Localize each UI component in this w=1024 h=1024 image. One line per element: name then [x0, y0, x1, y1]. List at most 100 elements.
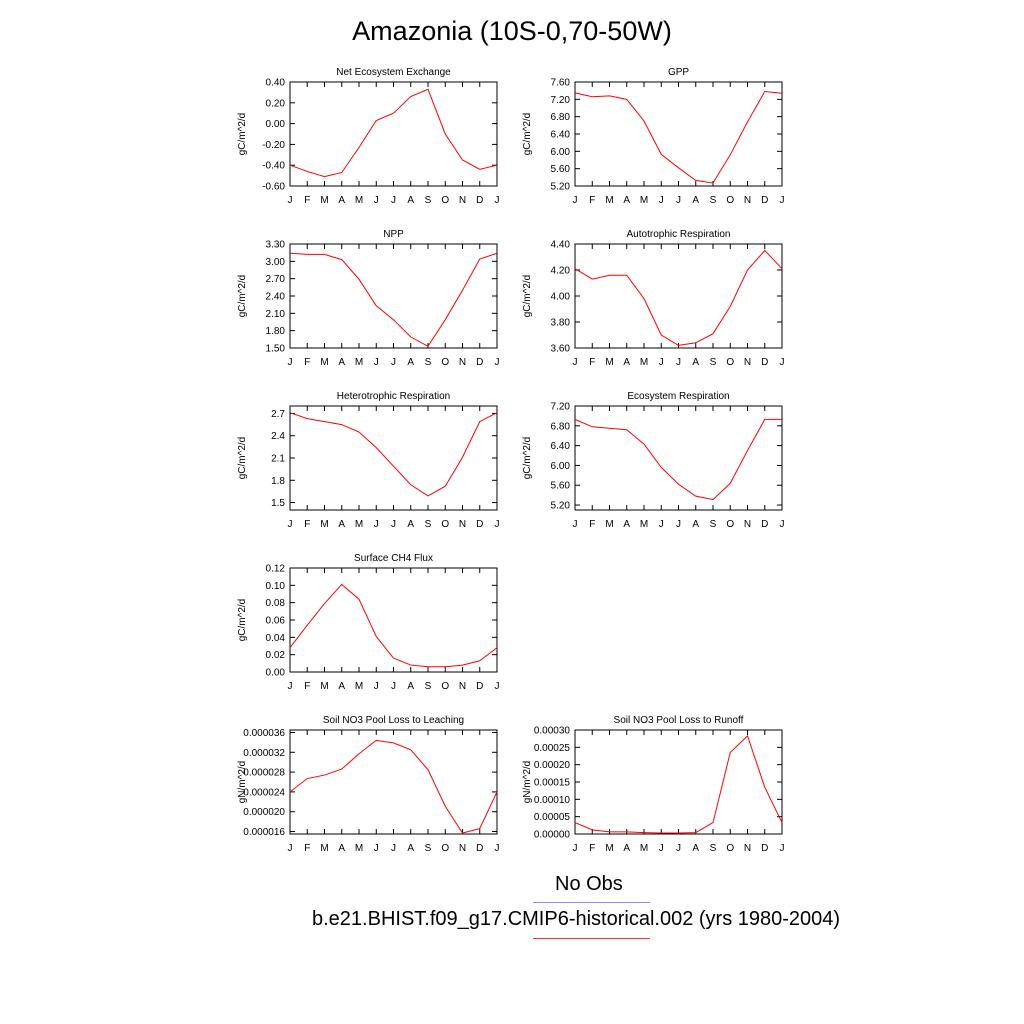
x-tick-label: N	[459, 519, 466, 530]
series-line	[289, 252, 498, 347]
y-tick-label: 4.20	[551, 266, 571, 277]
x-tick-label: A	[692, 357, 699, 368]
x-tick-label: A	[407, 843, 414, 854]
panel-title: Autotrophic Respiration	[627, 229, 731, 240]
y-tick-label: 1.5	[271, 498, 285, 509]
y-tick-label: 6.80	[551, 112, 571, 123]
x-tick-label: M	[355, 357, 363, 368]
x-tick-label: M	[640, 195, 648, 206]
y-tick-label: 0.08	[266, 598, 286, 609]
figure-title: Amazonia (10S-0,70-50W)	[352, 16, 672, 46]
y-tick-label: 6.80	[551, 421, 571, 432]
panel-title: Soil NO3 Pool Loss to Runoff	[614, 715, 744, 726]
x-tick-label: S	[425, 519, 432, 530]
y-tick-label: 0.12	[266, 564, 286, 575]
x-tick-label: M	[355, 843, 363, 854]
x-tick-label: N	[459, 357, 466, 368]
x-tick-label: O	[441, 681, 449, 692]
x-tick-label: S	[425, 843, 432, 854]
x-tick-label: F	[589, 519, 595, 530]
y-axis-label: gC/m^2/d	[237, 437, 248, 480]
plot-frame	[574, 405, 783, 511]
x-tick-label: A	[407, 519, 414, 530]
plot-frame	[574, 243, 783, 349]
y-tick-label: 3.60	[551, 344, 571, 355]
x-tick-label: F	[304, 519, 310, 530]
x-tick-label: M	[355, 681, 363, 692]
plot-frame	[289, 243, 498, 349]
series-line	[574, 90, 783, 184]
panel-title: Soil NO3 Pool Loss to Leaching	[323, 715, 464, 726]
x-tick-label: A	[407, 357, 414, 368]
series-line	[289, 412, 498, 497]
y-tick-label: -0.60	[262, 182, 285, 193]
x-tick-label: M	[355, 519, 363, 530]
y-tick-label: 3.00	[266, 257, 286, 268]
x-tick-label: M	[320, 195, 328, 206]
panel-gpp: GPP gC/m^2/d 5.20 5.60 6.00 6.40 6.80 7.20 7.60 J…	[522, 67, 785, 206]
x-tick-label: J	[288, 681, 293, 692]
x-tick-label: O	[441, 843, 449, 854]
y-tick-label: -0.40	[262, 161, 285, 172]
y-tick-label: 3.30	[266, 240, 286, 251]
x-tick-label: J	[659, 519, 664, 530]
x-tick-label: S	[425, 357, 432, 368]
x-tick-label: A	[623, 519, 630, 530]
y-tick-label: 2.10	[266, 309, 286, 320]
x-tick-label: J	[374, 681, 379, 692]
x-tick-label: J	[495, 519, 500, 530]
y-tick-label: 7.60	[551, 78, 571, 89]
y-tick-label: 0.40	[266, 78, 286, 89]
x-tick-label: S	[710, 519, 717, 530]
x-tick-label: A	[407, 681, 414, 692]
y-tick-label: 1.50	[266, 344, 286, 355]
panel-title: Ecosystem Respiration	[627, 391, 729, 402]
x-tick-label: A	[692, 195, 699, 206]
y-tick-label: 0.000028	[243, 768, 285, 779]
x-tick-label: J	[573, 843, 578, 854]
x-tick-label: N	[744, 519, 751, 530]
x-tick-label: A	[338, 357, 345, 368]
x-tick-label: J	[288, 195, 293, 206]
x-tick-label: J	[780, 519, 785, 530]
x-tick-label: O	[726, 519, 734, 530]
x-tick-label: A	[338, 843, 345, 854]
y-tick-label: 0.00	[266, 668, 286, 679]
y-axis-label: gN/m^2/d	[237, 761, 248, 804]
x-tick-label: D	[476, 843, 483, 854]
x-tick-label: M	[640, 519, 648, 530]
y-tick-label: 0.00000	[534, 830, 571, 841]
panel-title: Heterotrophic Respiration	[337, 391, 450, 402]
x-tick-label: N	[744, 357, 751, 368]
x-tick-label: J	[780, 843, 785, 854]
x-tick-label: J	[495, 843, 500, 854]
panel-npp: NPP gC/m^2/d 1.50 1.80 2.10 2.40 2.70 3.00 3.30 J…	[237, 229, 500, 368]
y-tick-label: -0.20	[262, 140, 285, 151]
y-tick-label: 6.40	[551, 130, 571, 141]
y-tick-label: 0.00005	[534, 812, 571, 823]
panel-title: Net Ecosystem Exchange	[336, 67, 451, 78]
y-tick-label: 0.10	[266, 581, 286, 592]
x-tick-label: S	[710, 843, 717, 854]
y-tick-label: 2.7	[271, 409, 285, 420]
x-tick-label: D	[761, 195, 768, 206]
panel-heterotrophic-respiration: Heterotrophic Respiration gC/m^2/d 1.5 1.8 2…	[237, 391, 500, 530]
x-tick-label: A	[623, 357, 630, 368]
x-tick-label: M	[320, 519, 328, 530]
x-tick-label: J	[374, 195, 379, 206]
x-tick-label: O	[726, 357, 734, 368]
x-tick-label: J	[288, 519, 293, 530]
y-tick-label: 4.40	[551, 240, 571, 251]
x-tick-label: M	[605, 195, 613, 206]
panel-ecosystem-respiration: Ecosystem Respiration gC/m^2/d 5.20 5.60 6.0…	[522, 391, 785, 530]
y-tick-label: 5.20	[551, 501, 571, 512]
series-line	[574, 418, 782, 501]
x-tick-label: D	[761, 357, 768, 368]
plot-frame	[289, 405, 498, 511]
y-tick-label: 0.00015	[534, 778, 571, 789]
x-tick-label: D	[476, 195, 483, 206]
y-tick-label: 0.000024	[243, 787, 285, 798]
y-tick-label: 0.000036	[243, 728, 285, 739]
x-tick-label: A	[692, 519, 699, 530]
x-tick-label: A	[338, 195, 345, 206]
